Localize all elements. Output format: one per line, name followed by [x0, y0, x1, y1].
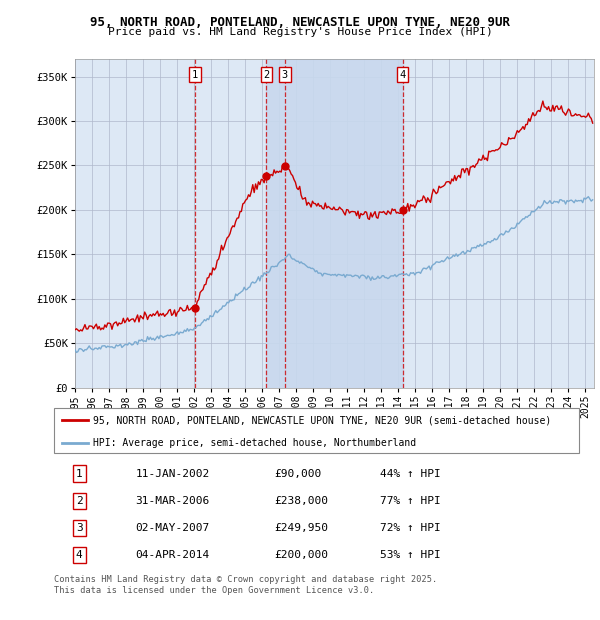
FancyBboxPatch shape: [54, 408, 579, 453]
Text: £238,000: £238,000: [275, 496, 329, 506]
Text: 1: 1: [191, 70, 198, 80]
Text: 44% ↑ HPI: 44% ↑ HPI: [380, 469, 440, 479]
Text: 72% ↑ HPI: 72% ↑ HPI: [380, 523, 440, 533]
Text: 4: 4: [76, 550, 83, 560]
Text: 53% ↑ HPI: 53% ↑ HPI: [380, 550, 440, 560]
Text: £249,950: £249,950: [275, 523, 329, 533]
Text: 3: 3: [76, 523, 83, 533]
Text: 77% ↑ HPI: 77% ↑ HPI: [380, 496, 440, 506]
Text: 2: 2: [76, 496, 83, 506]
Text: 95, NORTH ROAD, PONTELAND, NEWCASTLE UPON TYNE, NE20 9UR: 95, NORTH ROAD, PONTELAND, NEWCASTLE UPO…: [90, 16, 510, 29]
Text: 02-MAY-2007: 02-MAY-2007: [136, 523, 209, 533]
Text: 1: 1: [76, 469, 83, 479]
Text: Price paid vs. HM Land Registry's House Price Index (HPI): Price paid vs. HM Land Registry's House …: [107, 27, 493, 37]
Text: 3: 3: [281, 70, 288, 80]
Text: 4: 4: [400, 70, 406, 80]
Text: 2: 2: [263, 70, 269, 80]
Text: 11-JAN-2002: 11-JAN-2002: [136, 469, 209, 479]
Text: HPI: Average price, semi-detached house, Northumberland: HPI: Average price, semi-detached house,…: [94, 438, 416, 448]
Bar: [266, 59, 403, 388]
Text: 04-APR-2014: 04-APR-2014: [136, 550, 209, 560]
Text: 95, NORTH ROAD, PONTELAND, NEWCASTLE UPON TYNE, NE20 9UR (semi-detached house): 95, NORTH ROAD, PONTELAND, NEWCASTLE UPO…: [94, 415, 551, 425]
Text: £90,000: £90,000: [275, 469, 322, 479]
Text: £200,000: £200,000: [275, 550, 329, 560]
Text: 31-MAR-2006: 31-MAR-2006: [136, 496, 209, 506]
Text: Contains HM Land Registry data © Crown copyright and database right 2025.
This d: Contains HM Land Registry data © Crown c…: [54, 575, 437, 595]
